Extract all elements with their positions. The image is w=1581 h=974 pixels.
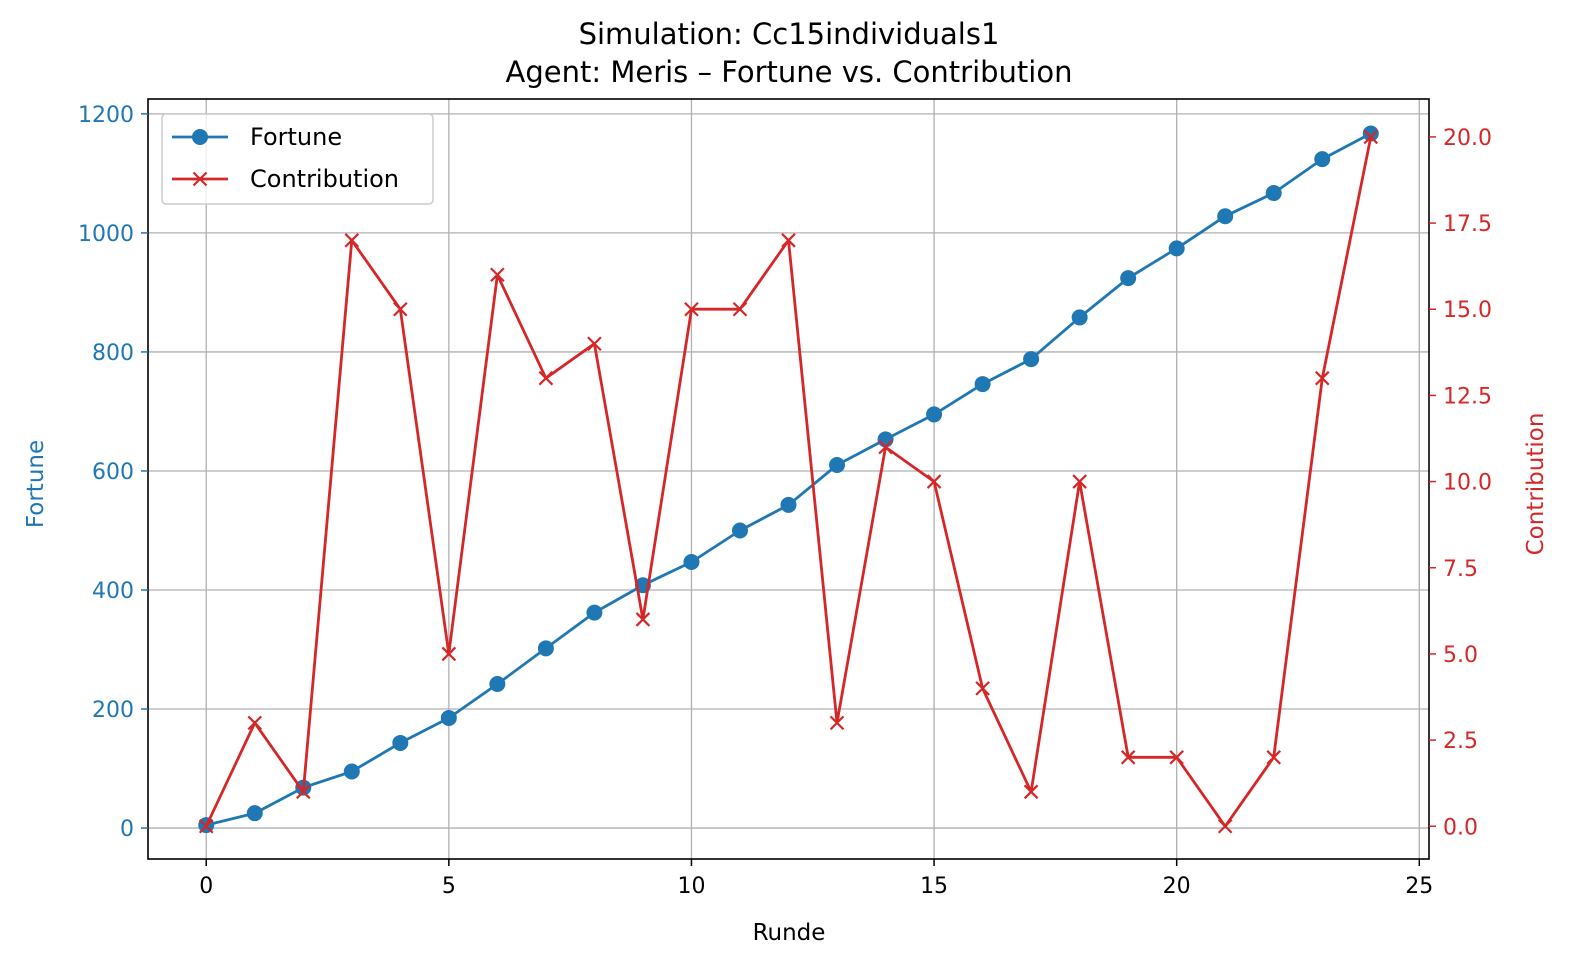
fortune-point: [489, 676, 506, 693]
x-tick-label: 10: [677, 874, 705, 899]
contribution-point: [1266, 750, 1282, 765]
fortune-point: [586, 604, 603, 621]
y-axis-left-label: Fortune: [23, 440, 49, 528]
contribution-point: [295, 784, 311, 800]
legend-contribution-marker: [192, 171, 208, 187]
contribution-point: [393, 301, 408, 317]
chart-subtitle: Agent: Meris – Fortune vs. Contribution: [506, 55, 1073, 89]
contribution-point: [1120, 750, 1136, 765]
contribution-point: [490, 267, 505, 283]
x-axis-label: Runde: [753, 920, 826, 946]
legend-box: [161, 113, 434, 205]
series-layer: [198, 125, 1379, 834]
y-right-tick-label: 2.5: [1443, 729, 1478, 754]
fortune-point: [343, 763, 360, 780]
y-axis-left: 0 200 400 600 800 1000 1200: [78, 103, 148, 842]
fortune-point: [246, 805, 263, 822]
fortune-point: [1217, 208, 1234, 225]
y-right-tick-label: 15.0: [1443, 298, 1492, 323]
contribution-point: [1169, 750, 1184, 765]
contribution-point: [1072, 474, 1087, 489]
contribution-point: [635, 612, 651, 627]
x-axis: 0 5 10 15 20 25: [199, 859, 1433, 899]
fortune-point: [780, 496, 797, 513]
contribution-point: [878, 439, 893, 455]
y-right-tick-label: 5.0: [1443, 643, 1478, 668]
contribution-point: [441, 646, 457, 662]
fortune-point: [440, 709, 457, 726]
x-tick-label: 25: [1405, 874, 1433, 899]
y-right-tick-label: 20.0: [1443, 126, 1492, 151]
contribution-point: [198, 818, 214, 834]
fortune-point: [1362, 125, 1379, 142]
contribution-point: [975, 681, 990, 696]
fortune-line: [205, 132, 1372, 827]
y-left-tick-label: 0: [120, 817, 134, 842]
fortune-point: [731, 522, 748, 539]
contribution-point: [587, 336, 602, 351]
contribution-point: [247, 715, 263, 731]
fortune-point: [537, 640, 554, 657]
fortune-point: [1265, 185, 1282, 202]
contribution-point: [829, 715, 845, 731]
y-left-tick-label: 200: [92, 698, 134, 723]
x-tick-label: 15: [920, 874, 948, 899]
grid: [148, 99, 1429, 859]
fortune-point: [1120, 270, 1137, 287]
y-axis-right-label: Contribution: [1523, 413, 1549, 556]
y-right-tick-label: 0.0: [1443, 815, 1478, 840]
contribution-point: [732, 301, 748, 317]
fortune-point: [974, 376, 991, 393]
contribution-point: [1217, 818, 1233, 834]
contribution-point: [1314, 370, 1330, 386]
fortune-point: [1023, 351, 1040, 368]
y-left-tick-label: 800: [92, 341, 134, 366]
fortune-point: [926, 406, 943, 423]
fortune-point: [1314, 151, 1331, 168]
contribution-point: [684, 301, 699, 317]
x-tick-label: 20: [1163, 874, 1191, 899]
legend: Fortune Contribution: [161, 113, 434, 205]
chart-title: Simulation: Cc15individuals1: [579, 17, 1000, 51]
y-axis-right: 0.0 2.5 5.0 7.5 10.0 12.5 15.0 17.5 20.0: [1429, 126, 1492, 840]
y-left-tick-label: 400: [92, 579, 134, 604]
legend-fortune-marker: [192, 129, 208, 145]
contribution-point: [781, 233, 796, 248]
plot-frame: [147, 98, 1430, 860]
contribution-point: [926, 474, 942, 489]
contribution-point: [538, 370, 554, 386]
y-left-tick-label: 1200: [78, 103, 134, 128]
legend-fortune-label: Fortune: [250, 123, 342, 151]
y-left-tick-label: 600: [92, 460, 134, 485]
x-tick-label: 0: [199, 874, 213, 899]
fortune-point: [1168, 240, 1185, 257]
fortune-point: [877, 431, 894, 448]
x-tick-label: 5: [442, 874, 456, 899]
contribution-point: [344, 233, 360, 248]
y-left-tick-label: 1000: [78, 222, 134, 247]
y-right-tick-label: 10.0: [1443, 471, 1492, 496]
y-right-tick-label: 17.5: [1443, 212, 1492, 237]
fortune-point: [392, 734, 409, 751]
contribution-point: [1363, 129, 1379, 145]
legend-contribution-label: Contribution: [250, 165, 399, 193]
y-right-tick-label: 12.5: [1443, 384, 1492, 409]
y-right-tick-label: 7.5: [1443, 557, 1478, 582]
fortune-point: [829, 457, 846, 474]
fortune-point: [683, 554, 700, 571]
fortune-point: [1071, 309, 1088, 326]
contribution-point: [1023, 784, 1039, 800]
